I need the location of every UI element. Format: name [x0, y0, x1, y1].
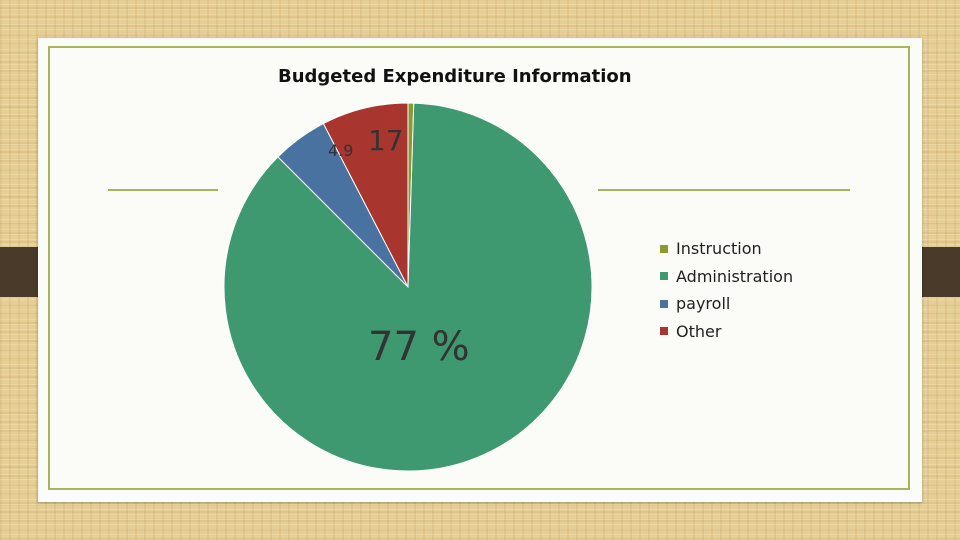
- slide: Budgeted Expenditure Information 4.9 17 …: [38, 38, 922, 502]
- legend-label: Administration: [676, 266, 794, 286]
- slide-frame: [48, 46, 910, 490]
- data-label-other: 17: [368, 124, 404, 157]
- legend-swatch: [660, 299, 668, 308]
- legend-swatch: [660, 244, 668, 253]
- chart-legend: Instruction Administration payroll Other: [660, 235, 793, 345]
- legend-label: payroll: [676, 294, 731, 314]
- legend-label: Other: [676, 321, 722, 341]
- legend-item-administration: Administration: [660, 263, 793, 291]
- pie-slice-other: [322, 102, 409, 288]
- legend-swatch: [660, 272, 668, 281]
- legend-swatch: [660, 327, 668, 336]
- legend-item-other: Other: [660, 318, 793, 346]
- chart-title: Budgeted Expenditure Information: [278, 66, 632, 87]
- legend-item-payroll: payroll: [660, 290, 793, 318]
- legend-label: Instruction: [676, 239, 762, 259]
- legend-item-instruction: Instruction: [660, 235, 793, 263]
- data-label-administration: 77 %: [368, 324, 470, 370]
- data-label-payroll: 4.9: [328, 141, 353, 160]
- pie-chart: 4.9 17 77 %: [223, 102, 593, 472]
